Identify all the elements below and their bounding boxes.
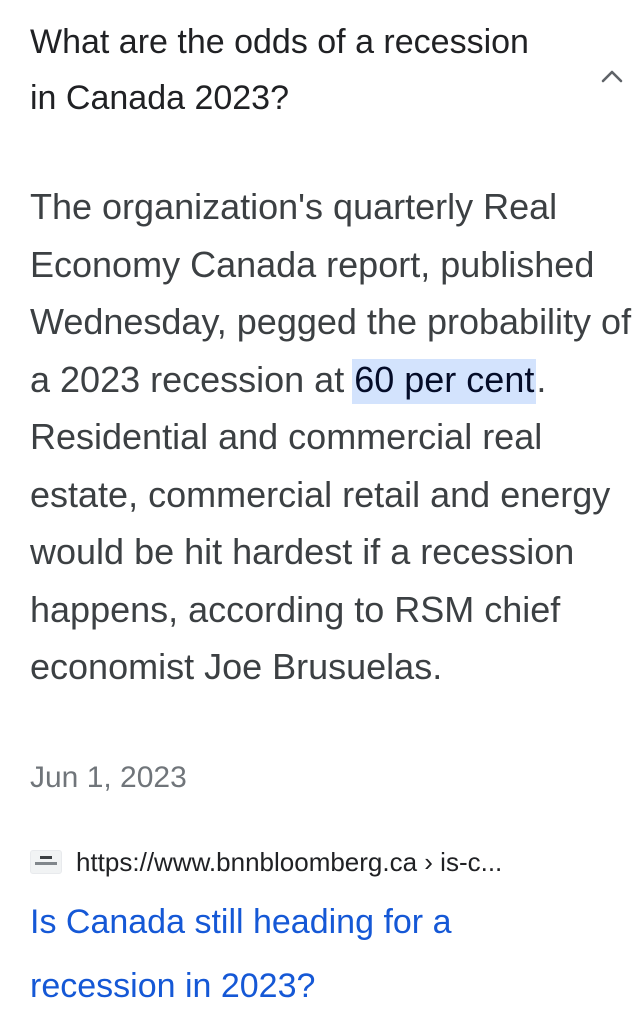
source-url[interactable]: https://www.bnnbloomberg.ca › is-c... (76, 847, 503, 877)
source-row[interactable]: https://www.bnnbloomberg.ca › is-c... (30, 842, 630, 882)
favicon-mark-bottom (35, 862, 57, 865)
chevron-up-icon[interactable] (598, 66, 626, 86)
question-text: What are the odds of a recession in Cana… (30, 23, 529, 117)
snippet-date: Jun 1, 2023 (30, 761, 187, 794)
answer-text-before: The organization's quarterly Real Econom… (30, 186, 632, 400)
result-title-link[interactable]: Is Canada still heading for a recession … (30, 903, 452, 1005)
answer-highlight: 60 per cent (352, 358, 537, 404)
favicon-mark-top (40, 856, 52, 859)
answer-snippet: The organization's quarterly Real Econom… (30, 178, 636, 696)
question-header[interactable]: What are the odds of a recession in Cana… (30, 14, 630, 124)
bnn-bloomberg-favicon-icon (30, 850, 62, 874)
answer-text-after: . Residential and commercial real estate… (30, 358, 611, 688)
